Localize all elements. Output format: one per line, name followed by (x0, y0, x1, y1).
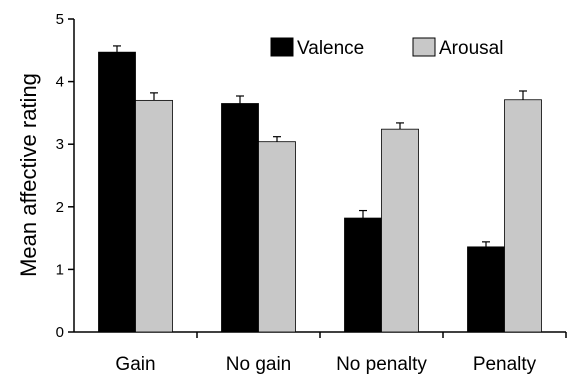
x-tick-label: Gain (115, 354, 155, 375)
bar-arousal-no-gain (258, 141, 296, 333)
y-tick-label: 4 (56, 74, 64, 91)
x-tick-label: No gain (226, 354, 292, 375)
bar-valence-penalty (467, 246, 505, 333)
bars (98, 45, 542, 333)
bar-valence-gain (98, 51, 136, 333)
y-axis-title: Mean affective rating (16, 73, 41, 277)
y-tick-label: 2 (56, 199, 64, 216)
x-tick-label: Penalty (473, 354, 537, 375)
bar-arousal-penalty (504, 99, 542, 333)
legend-label-arousal: Arousal (439, 38, 503, 59)
legend-swatch-valence (270, 37, 294, 57)
legend-swatch-arousal (412, 37, 436, 57)
y-tick-label: 5 (56, 11, 64, 28)
y-tick-label: 1 (56, 261, 64, 278)
bar-valence-no-gain (221, 103, 259, 333)
y-tick-label: 0 (56, 324, 64, 341)
x-axis-labels: Gain No gain No penalty Penalty (115, 354, 536, 375)
y-axis-ticks: 0 1 2 3 4 5 (56, 11, 74, 341)
y-tick-label: 3 (56, 136, 64, 153)
bar-valence-no-penalty (344, 217, 382, 333)
bar-arousal-no-penalty (381, 128, 419, 333)
legend-label-valence: Valence (297, 38, 364, 59)
bar-arousal-gain (135, 99, 173, 333)
legend: Valence Arousal (270, 37, 503, 59)
x-tick-label: No penalty (336, 354, 427, 375)
